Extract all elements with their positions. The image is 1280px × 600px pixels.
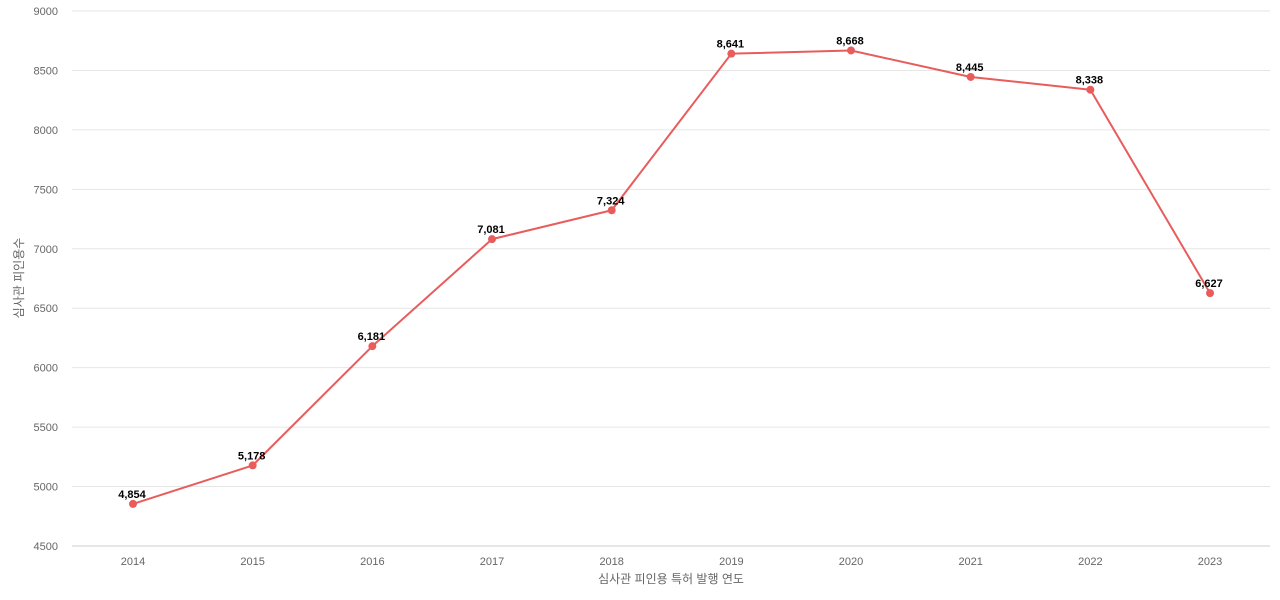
data-label: 8,641 <box>717 39 745 51</box>
y-tick-label: 7500 <box>34 184 58 196</box>
data-label: 6,181 <box>358 331 386 343</box>
data-label: 4,854 <box>118 489 146 501</box>
x-tick-label: 2014 <box>121 556 145 568</box>
x-axis-label: 심사관 피인용 특허 발행 연도 <box>598 571 744 586</box>
data-labels: 4,854 5,178 6,181 7,081 7,324 8,641 8,668 8,445… <box>118 35 1223 500</box>
y-tick-label: 6500 <box>34 303 58 315</box>
series-line <box>132 49 1211 505</box>
x-tick-label: 2022 <box>1078 556 1102 568</box>
x-tick-label: 2020 <box>839 556 863 568</box>
x-axis-ticks: 2014 2015 2016 2017 2018 2019 2020 2021 2022 2023 <box>121 556 1223 568</box>
data-point[interactable] <box>368 342 377 351</box>
x-tick-label: 2017 <box>480 556 504 568</box>
x-tick-label: 2023 <box>1198 556 1222 568</box>
y-tick-label: 5000 <box>34 482 58 494</box>
data-label: 7,081 <box>477 224 505 236</box>
data-point[interactable] <box>129 499 137 508</box>
data-point[interactable] <box>248 461 257 470</box>
x-tick-label: 2018 <box>599 556 623 568</box>
y-tick-label: 8500 <box>34 65 58 77</box>
data-point[interactable] <box>1206 289 1215 298</box>
y-tick-label: 6000 <box>34 363 58 375</box>
x-tick-label: 2016 <box>360 556 384 568</box>
y-axis-ticks: 9000 8500 8000 7500 7000 6500 6000 5500 5000 4500 <box>34 6 58 553</box>
series-layer <box>129 46 1215 508</box>
y-tick-label: 7000 <box>34 244 58 256</box>
y-tick-label: 9000 <box>34 6 58 18</box>
y-axis-label: 심사관 피인용수 <box>12 238 26 319</box>
data-point[interactable] <box>607 206 616 215</box>
x-tick-label: 2021 <box>958 556 982 568</box>
data-point[interactable] <box>488 235 497 244</box>
data-label: 7,324 <box>597 195 625 207</box>
grid-lines <box>72 10 1270 547</box>
y-tick-label: 4500 <box>34 541 58 553</box>
data-label: 6,627 <box>1195 278 1223 290</box>
data-label: 8,668 <box>836 35 864 47</box>
data-label: 8,338 <box>1076 75 1104 87</box>
x-tick-label: 2015 <box>240 556 264 568</box>
data-point[interactable] <box>847 46 856 55</box>
data-label: 8,445 <box>956 62 984 74</box>
y-tick-label: 8000 <box>34 125 58 137</box>
data-point[interactable] <box>1086 85 1095 94</box>
data-point[interactable] <box>727 49 736 58</box>
y-tick-label: 5500 <box>34 422 58 434</box>
x-tick-label: 2019 <box>719 556 743 568</box>
data-point[interactable] <box>966 72 975 81</box>
data-label: 5,178 <box>238 450 266 462</box>
